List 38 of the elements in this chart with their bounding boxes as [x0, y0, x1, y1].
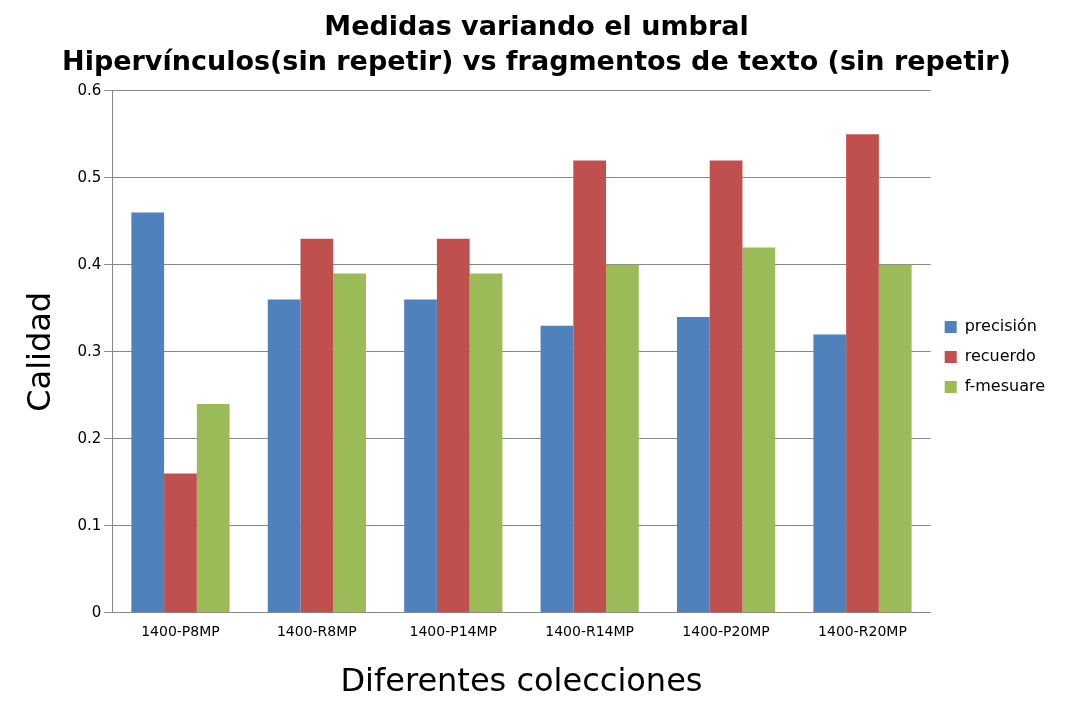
bar [267, 299, 301, 613]
bar [404, 299, 437, 613]
x-tick-label: 1400-R14MP [545, 622, 635, 639]
legend-label: precisión [964, 316, 1037, 336]
x-tick-label: 1400-P20MP [682, 622, 770, 639]
legend-label: recuerdo [964, 346, 1036, 366]
chart-subtitle: Hipervínculos(sin repetir) vs fragmentos de texto (sin repetir) [62, 44, 1011, 76]
x-tick-label: 1400-R8MP [276, 622, 357, 639]
y-tick-label: 0.2 [77, 428, 102, 447]
y-tick-label: 0.1 [77, 515, 102, 534]
bar [606, 264, 639, 613]
bar [540, 325, 574, 613]
bar [164, 473, 197, 613]
y-tick-label: 0 [91, 602, 102, 621]
bar [436, 238, 470, 613]
x-tick-label: 1400-R20MP [818, 622, 907, 639]
bar [300, 238, 334, 613]
x-tick-label: 1400-P14MP [409, 622, 497, 639]
x-axis-title: Diferentes colecciones [340, 661, 703, 700]
bar [469, 273, 503, 613]
bar [813, 334, 847, 613]
y-axis-title: Calidad [19, 291, 58, 412]
bar [709, 160, 743, 613]
bar [196, 404, 230, 613]
bar [878, 264, 912, 613]
x-tick-label: 1400-P8MP [141, 622, 220, 639]
bar [742, 247, 776, 613]
bar [846, 134, 879, 613]
bar [676, 317, 710, 613]
bar [131, 212, 165, 613]
y-tick-label: 0.3 [77, 341, 102, 360]
legend-label: f-mesuare [964, 376, 1045, 396]
bar [573, 160, 607, 613]
y-tick-label: 0.5 [77, 167, 102, 186]
y-tick-label: 0.6 [77, 80, 102, 99]
y-tick-label: 0.4 [77, 254, 102, 273]
chart-title: Medidas variando el umbral [324, 10, 749, 42]
bar [333, 273, 366, 613]
